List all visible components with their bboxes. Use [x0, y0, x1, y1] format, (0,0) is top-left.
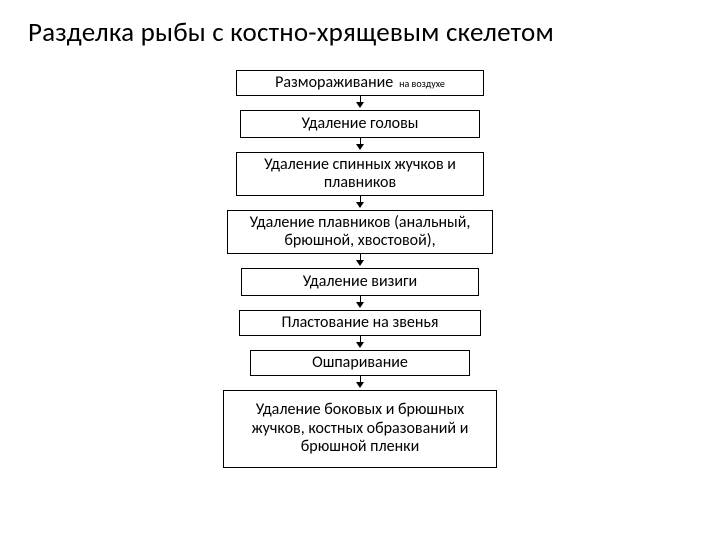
step-1-small-text: на воздухе: [399, 77, 445, 90]
arrow-down-icon: [356, 202, 364, 208]
step-1-main: Размораживание: [275, 73, 393, 92]
arrow-down-icon: [356, 342, 364, 348]
step-3-dorsal-removal: Удаление спинных жучков и плавников: [236, 152, 484, 196]
step-6-text: Пластование на звенья: [282, 314, 439, 332]
step-4-line2: брюшной, хвостовой),: [284, 232, 435, 250]
step-8-line2: жучков, костных образований и: [252, 420, 469, 438]
step-3-line1: Удаление спинных жучков и: [264, 156, 456, 174]
arrow-2: [356, 138, 364, 152]
step-1-thawing: Размораживание на воздухе: [236, 70, 484, 96]
step-4-fin-removal: Удаление плавников (анальный, брюшной, х…: [227, 210, 493, 254]
arrow-down-icon: [356, 144, 364, 150]
arrow-1: [356, 96, 364, 110]
step-3-line2: плавников: [324, 174, 396, 192]
arrow-down-icon: [356, 102, 364, 108]
step-8-line3: брюшной пленки: [301, 438, 419, 456]
step-7-scalding: Ошпаривание: [250, 350, 470, 376]
arrow-5: [356, 296, 364, 310]
step-6-layering: Пластование на звенья: [239, 310, 481, 336]
step-8-side-removal: Удаление боковых и брюшных жучков, костн…: [223, 390, 497, 468]
arrow-down-icon: [356, 302, 364, 308]
step-8-line1: Удаление боковых и брюшных: [256, 401, 464, 419]
arrow-6: [356, 336, 364, 350]
step-5-viziga: Удаление визиги: [241, 268, 479, 296]
arrow-down-icon: [356, 260, 364, 266]
page-title: Разделка рыбы с костно-хрящевым скелетом: [28, 16, 700, 49]
arrow-7: [356, 376, 364, 390]
step-5-text: Удаление визиги: [303, 273, 417, 291]
step-7-text: Ошпаривание: [312, 354, 408, 372]
arrow-down-icon: [356, 382, 364, 388]
arrow-4: [356, 254, 364, 268]
flowchart-container: Размораживание на воздухе Удаление голов…: [0, 70, 720, 468]
step-2-text: Удаление головы: [302, 115, 419, 133]
step-4-line1: Удаление плавников (анальный,: [250, 214, 471, 232]
arrow-3: [356, 196, 364, 210]
step-2-head-removal: Удаление головы: [240, 110, 480, 138]
